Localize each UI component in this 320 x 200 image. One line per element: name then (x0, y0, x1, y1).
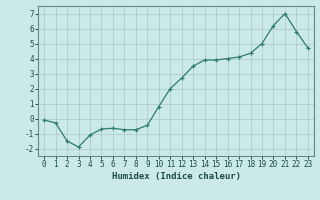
X-axis label: Humidex (Indice chaleur): Humidex (Indice chaleur) (111, 172, 241, 181)
